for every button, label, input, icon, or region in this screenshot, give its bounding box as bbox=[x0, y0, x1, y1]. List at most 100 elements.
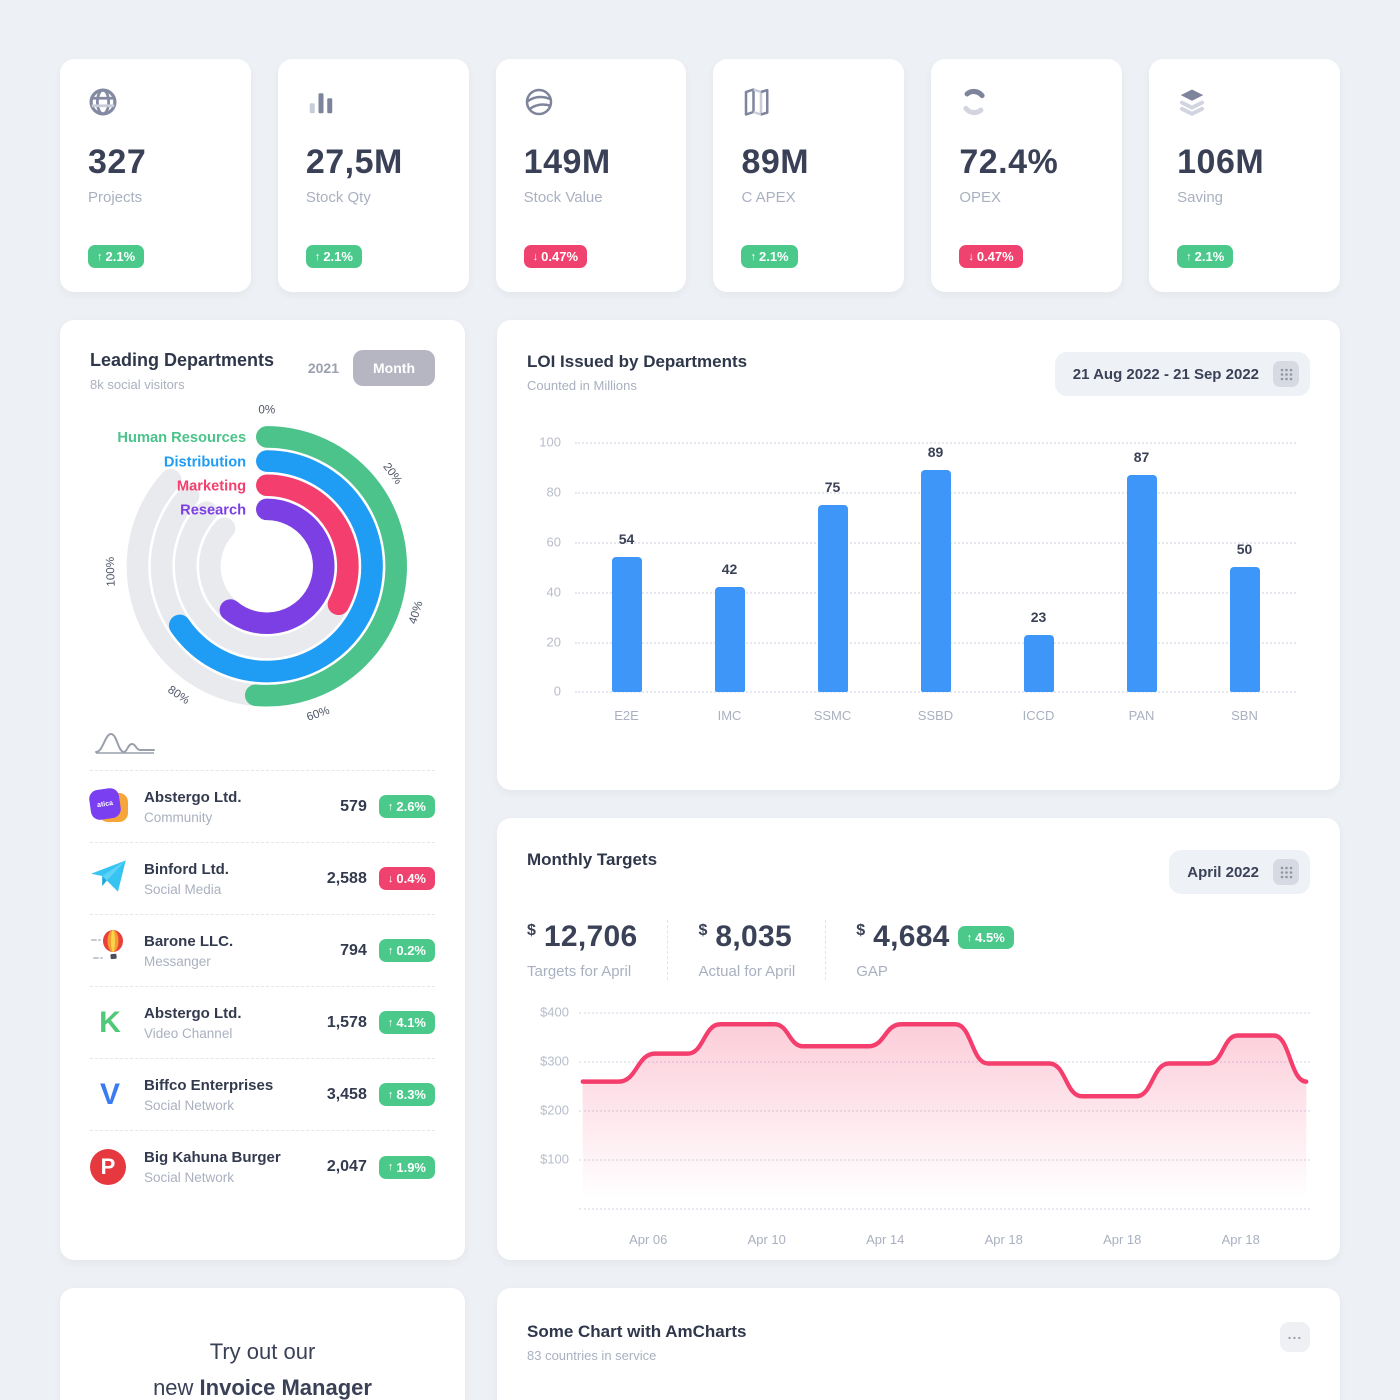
company-value: 2,588 bbox=[326, 869, 367, 887]
bar bbox=[1023, 634, 1054, 692]
stat-card-saving: 106M Saving ↑ 2.1% bbox=[1149, 59, 1340, 292]
targets-area-chart: $400 $300 $200 $100 bbox=[527, 1002, 1310, 1218]
actual-stat: $8,035 Actual for April bbox=[698, 920, 827, 980]
change-badge: ↑ 4.1% bbox=[378, 1011, 435, 1034]
stat-number: 8,035 bbox=[715, 920, 792, 953]
list-item[interactable]: Barone LLC. Messanger 794 ↑ 0.2% bbox=[90, 915, 435, 987]
stat-value: 72.4% bbox=[959, 143, 1059, 181]
change-badge: ↑ 2.1% bbox=[741, 245, 798, 268]
trend-arrow-icon: ↑ bbox=[97, 250, 103, 263]
stat-label: Actual for April bbox=[698, 963, 796, 980]
trend-arrow-icon: ↑ bbox=[387, 1088, 394, 1101]
invoice-manager-promo-card[interactable]: Try out our new Invoice Manager bbox=[60, 1288, 465, 1400]
bar-value-label: 50 bbox=[1236, 541, 1253, 557]
change-badge: ↑ 1.9% bbox=[378, 1155, 435, 1179]
leading-departments-card: Leading Departments 8k social visitors 2… bbox=[60, 320, 465, 1260]
company-category: Community bbox=[144, 809, 213, 825]
company-name: Abstergo Ltd. bbox=[144, 788, 242, 806]
y-tick: 60 bbox=[546, 534, 561, 550]
stat-label: Stock Qty bbox=[305, 189, 371, 206]
trend-arrow-icon: ↑ bbox=[966, 931, 973, 944]
y-tick: $400 bbox=[540, 1004, 569, 1020]
stat-number: 4,684 bbox=[873, 920, 950, 953]
radial-axis-label: 80% bbox=[165, 683, 192, 707]
x-label: Apr 10 bbox=[747, 1232, 786, 1247]
loi-card: LOI Issued by Departments Counted in Mil… bbox=[497, 320, 1340, 790]
stat-card-capex: 89M C APEX ↑ 2.1% bbox=[713, 59, 905, 292]
month-button[interactable]: Month bbox=[353, 350, 435, 386]
card-title: LOI Issued by Departments bbox=[527, 352, 748, 371]
trend-arrow-icon: ↑ bbox=[750, 250, 756, 263]
stat-value: 327 bbox=[88, 143, 147, 181]
month-picker[interactable]: April 2022 bbox=[1169, 850, 1310, 894]
sparkline-icon bbox=[94, 729, 435, 760]
bar-value-label: 89 bbox=[927, 443, 944, 460]
year-label: 2021 bbox=[307, 360, 340, 376]
y-tick: 20 bbox=[546, 634, 561, 650]
stat-label: OPEX bbox=[959, 189, 1001, 206]
amcharts-card: Some Chart with AmCharts 83 countries in… bbox=[497, 1288, 1340, 1400]
stat-card-stock-qty: 27,5M Stock Qty ↑ 2.1% bbox=[277, 59, 469, 292]
stat-number: 12,706 bbox=[543, 920, 638, 953]
radial-category-label: Distribution bbox=[164, 454, 246, 470]
layers-icon bbox=[1177, 87, 1312, 117]
trend-arrow-icon: ↓ bbox=[532, 250, 539, 263]
y-tick: 100 bbox=[539, 434, 561, 450]
bar bbox=[1229, 567, 1260, 692]
bar bbox=[1126, 474, 1157, 692]
list-item[interactable]: K Abstergo Ltd. Video Channel 1,578 ↑ 4.1… bbox=[90, 987, 435, 1059]
map-icon bbox=[741, 87, 876, 117]
stat-card-opex: 72.4% OPEX ↓ 0.47% bbox=[931, 59, 1123, 292]
calendar-grid-icon bbox=[1273, 859, 1299, 885]
company-name: Big Kahuna Burger bbox=[144, 1149, 281, 1166]
company-category: Messanger bbox=[144, 953, 211, 969]
v-logo-icon: V bbox=[99, 1077, 120, 1111]
list-item[interactable]: atica Abstergo Ltd. Community 579 ↑ 2.6% bbox=[88, 771, 435, 843]
radial-axis-label: 100% bbox=[104, 557, 118, 587]
trend-arrow-icon: ↑ bbox=[387, 944, 394, 957]
loi-bar-chart: 100 80 60 40 20 0 54 42 75 89 23 87 50 bbox=[527, 435, 1296, 699]
change-badge: ↑ 4.5% bbox=[957, 926, 1014, 949]
trend-arrow-icon: ↑ bbox=[1186, 250, 1192, 263]
stat-value: 27,5M bbox=[305, 143, 403, 181]
target-stat: $12,706 Targets for April bbox=[527, 920, 669, 980]
radial-bar-chart: 0% 20% 40% 60% 80% 100% Human Resources Distrib… bbox=[90, 402, 435, 727]
p-logo-icon: P bbox=[90, 1149, 144, 1185]
company-value: 1,578 bbox=[326, 1013, 367, 1031]
company-category: Video Channel bbox=[144, 1025, 233, 1041]
date-range-picker[interactable]: 21 Aug 2022 - 21 Sep 2022 bbox=[1054, 352, 1310, 396]
stat-value: 149M bbox=[523, 143, 611, 181]
trend-arrow-icon: ↑ bbox=[314, 250, 321, 263]
stat-label: GAP bbox=[856, 963, 888, 980]
more-options-button[interactable]: ... bbox=[1280, 1322, 1310, 1352]
stat-label: Projects bbox=[88, 189, 143, 206]
list-item[interactable]: V Biffco Enterprises Social Network 3,45… bbox=[90, 1059, 435, 1131]
card-subtitle: Counted in Millions bbox=[527, 378, 637, 393]
promo-bold: Invoice Manager bbox=[199, 1375, 372, 1400]
change-badge: ↑ 2.1% bbox=[305, 245, 362, 268]
radial-axis-label: 40% bbox=[406, 599, 425, 625]
bar-value-label: 23 bbox=[1030, 608, 1047, 625]
monthly-targets-card: Monthly Targets April 2022 $12,706 Targe… bbox=[497, 818, 1340, 1260]
change-badge: ↓ 0.47% bbox=[523, 245, 588, 268]
calendar-grid-icon bbox=[1273, 361, 1299, 387]
y-tick: 80 bbox=[546, 484, 561, 500]
y-tick: $200 bbox=[540, 1102, 569, 1118]
company-value: 2,047 bbox=[326, 1158, 367, 1175]
list-item[interactable]: Binford Ltd. Social Media 2,588 ↓ 0.4% bbox=[90, 843, 435, 915]
x-category: PAN bbox=[1128, 708, 1155, 723]
yarn-icon bbox=[524, 87, 659, 117]
company-value: 794 bbox=[340, 941, 367, 959]
company-value: 579 bbox=[340, 797, 367, 815]
company-category: Social Media bbox=[144, 881, 222, 897]
radial-axis-label: 0% bbox=[258, 404, 275, 417]
card-title: Some Chart with AmCharts bbox=[527, 1322, 747, 1341]
change-badge: ↑ 2.6% bbox=[378, 795, 435, 818]
change-badge: ↑ 2.1% bbox=[88, 245, 145, 268]
list-item[interactable]: P Big Kahuna Burger Social Network 2,047… bbox=[90, 1131, 435, 1203]
bar bbox=[920, 469, 951, 692]
card-subtitle: 8k social visitors bbox=[90, 377, 185, 392]
targets-summary: $12,706 Targets for April $8,035 Actual … bbox=[527, 920, 1310, 980]
bar-value-label: 54 bbox=[618, 531, 635, 547]
company-name: Binford Ltd. bbox=[144, 860, 229, 878]
